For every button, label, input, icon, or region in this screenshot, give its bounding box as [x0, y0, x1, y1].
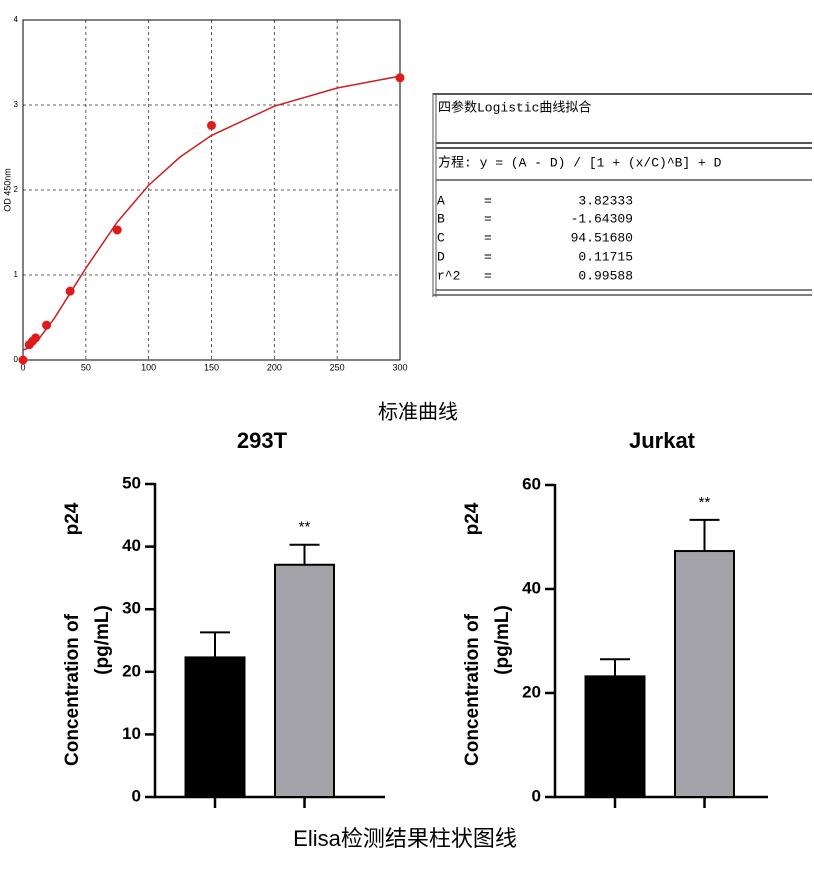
y-tick-label: 10: [122, 724, 141, 743]
table-cell: =: [484, 268, 492, 283]
x-tick-label: 250: [330, 362, 345, 372]
caption: Elisa检测结果柱状图线: [293, 826, 517, 851]
caption: 标准曲线: [378, 400, 458, 423]
bar: [274, 563, 335, 799]
y-axis-label: Concentration of: [462, 613, 483, 766]
table-cell: =: [484, 249, 492, 264]
chart-title: 293T: [237, 428, 288, 453]
y-axis-label: p24: [62, 502, 83, 535]
y-tick-label: 0: [132, 786, 141, 805]
y-tick-label: 1: [14, 270, 19, 279]
bar: [184, 656, 246, 798]
y-tick-label: 60: [522, 474, 541, 493]
data-point: [207, 120, 216, 130]
fit-curve: [22, 75, 401, 351]
table-cell: C: [437, 230, 445, 245]
data-point: [18, 355, 28, 365]
x-tick-label: 150: [204, 362, 219, 372]
table-cell: 0.99588: [578, 268, 633, 283]
table-cell: D: [437, 249, 445, 264]
table-cell: 0.11715: [578, 249, 633, 264]
chart-title: Jurkat: [629, 428, 696, 453]
table-cell: 3.82333: [578, 193, 633, 208]
table-title: 四参数Logistic曲线拟合: [438, 99, 591, 115]
table-cell: -1.64309: [571, 211, 633, 226]
y-tick-label: 40: [522, 578, 541, 597]
significance-label: **: [699, 494, 711, 511]
y-tick-label: 40: [122, 536, 141, 555]
y-tick-label: 20: [522, 682, 541, 701]
table-cell: =: [484, 211, 492, 226]
y-tick-label: 2: [14, 185, 19, 194]
y-tick-label: 0: [532, 786, 541, 805]
plot-frame: [22, 19, 401, 361]
significance-label: **: [299, 519, 311, 536]
y-tick-label: 0: [14, 355, 19, 364]
y-tick-label: 4: [14, 15, 19, 24]
bar: [674, 550, 735, 798]
data-point: [42, 320, 52, 330]
data-point: [395, 73, 405, 83]
x-tick-label: 100: [141, 362, 156, 372]
y-axis-label: (pg/mL): [492, 605, 513, 675]
table-cell: =: [484, 193, 492, 208]
x-tick-label: 300: [392, 362, 407, 372]
x-tick-label: 50: [81, 362, 91, 372]
y-tick-label: 30: [122, 599, 141, 618]
bar: [584, 675, 646, 798]
x-tick-label: 0: [20, 362, 25, 372]
table-cell: B: [437, 211, 445, 226]
table-cell: A: [437, 193, 445, 208]
y-tick-label: 50: [122, 473, 141, 492]
y-axis-label: p24: [462, 502, 483, 535]
table-equation: 方程: y = (A - D) / [1 + (x/C)^B] + D: [438, 154, 722, 170]
y-axis-label: (pg/mL): [92, 605, 113, 675]
x-tick-label: 200: [267, 362, 282, 372]
y-tick-label: 3: [14, 100, 19, 109]
table-cell: r^2: [437, 268, 460, 283]
y-axis-label: OD 450nm: [2, 168, 12, 212]
table-cell: 94.51680: [571, 230, 633, 245]
fit-table: [432, 93, 812, 297]
y-tick-label: 20: [122, 661, 141, 680]
y-axis-label: Concentration of: [62, 613, 83, 766]
data-point: [112, 225, 122, 235]
table-cell: =: [484, 230, 492, 245]
